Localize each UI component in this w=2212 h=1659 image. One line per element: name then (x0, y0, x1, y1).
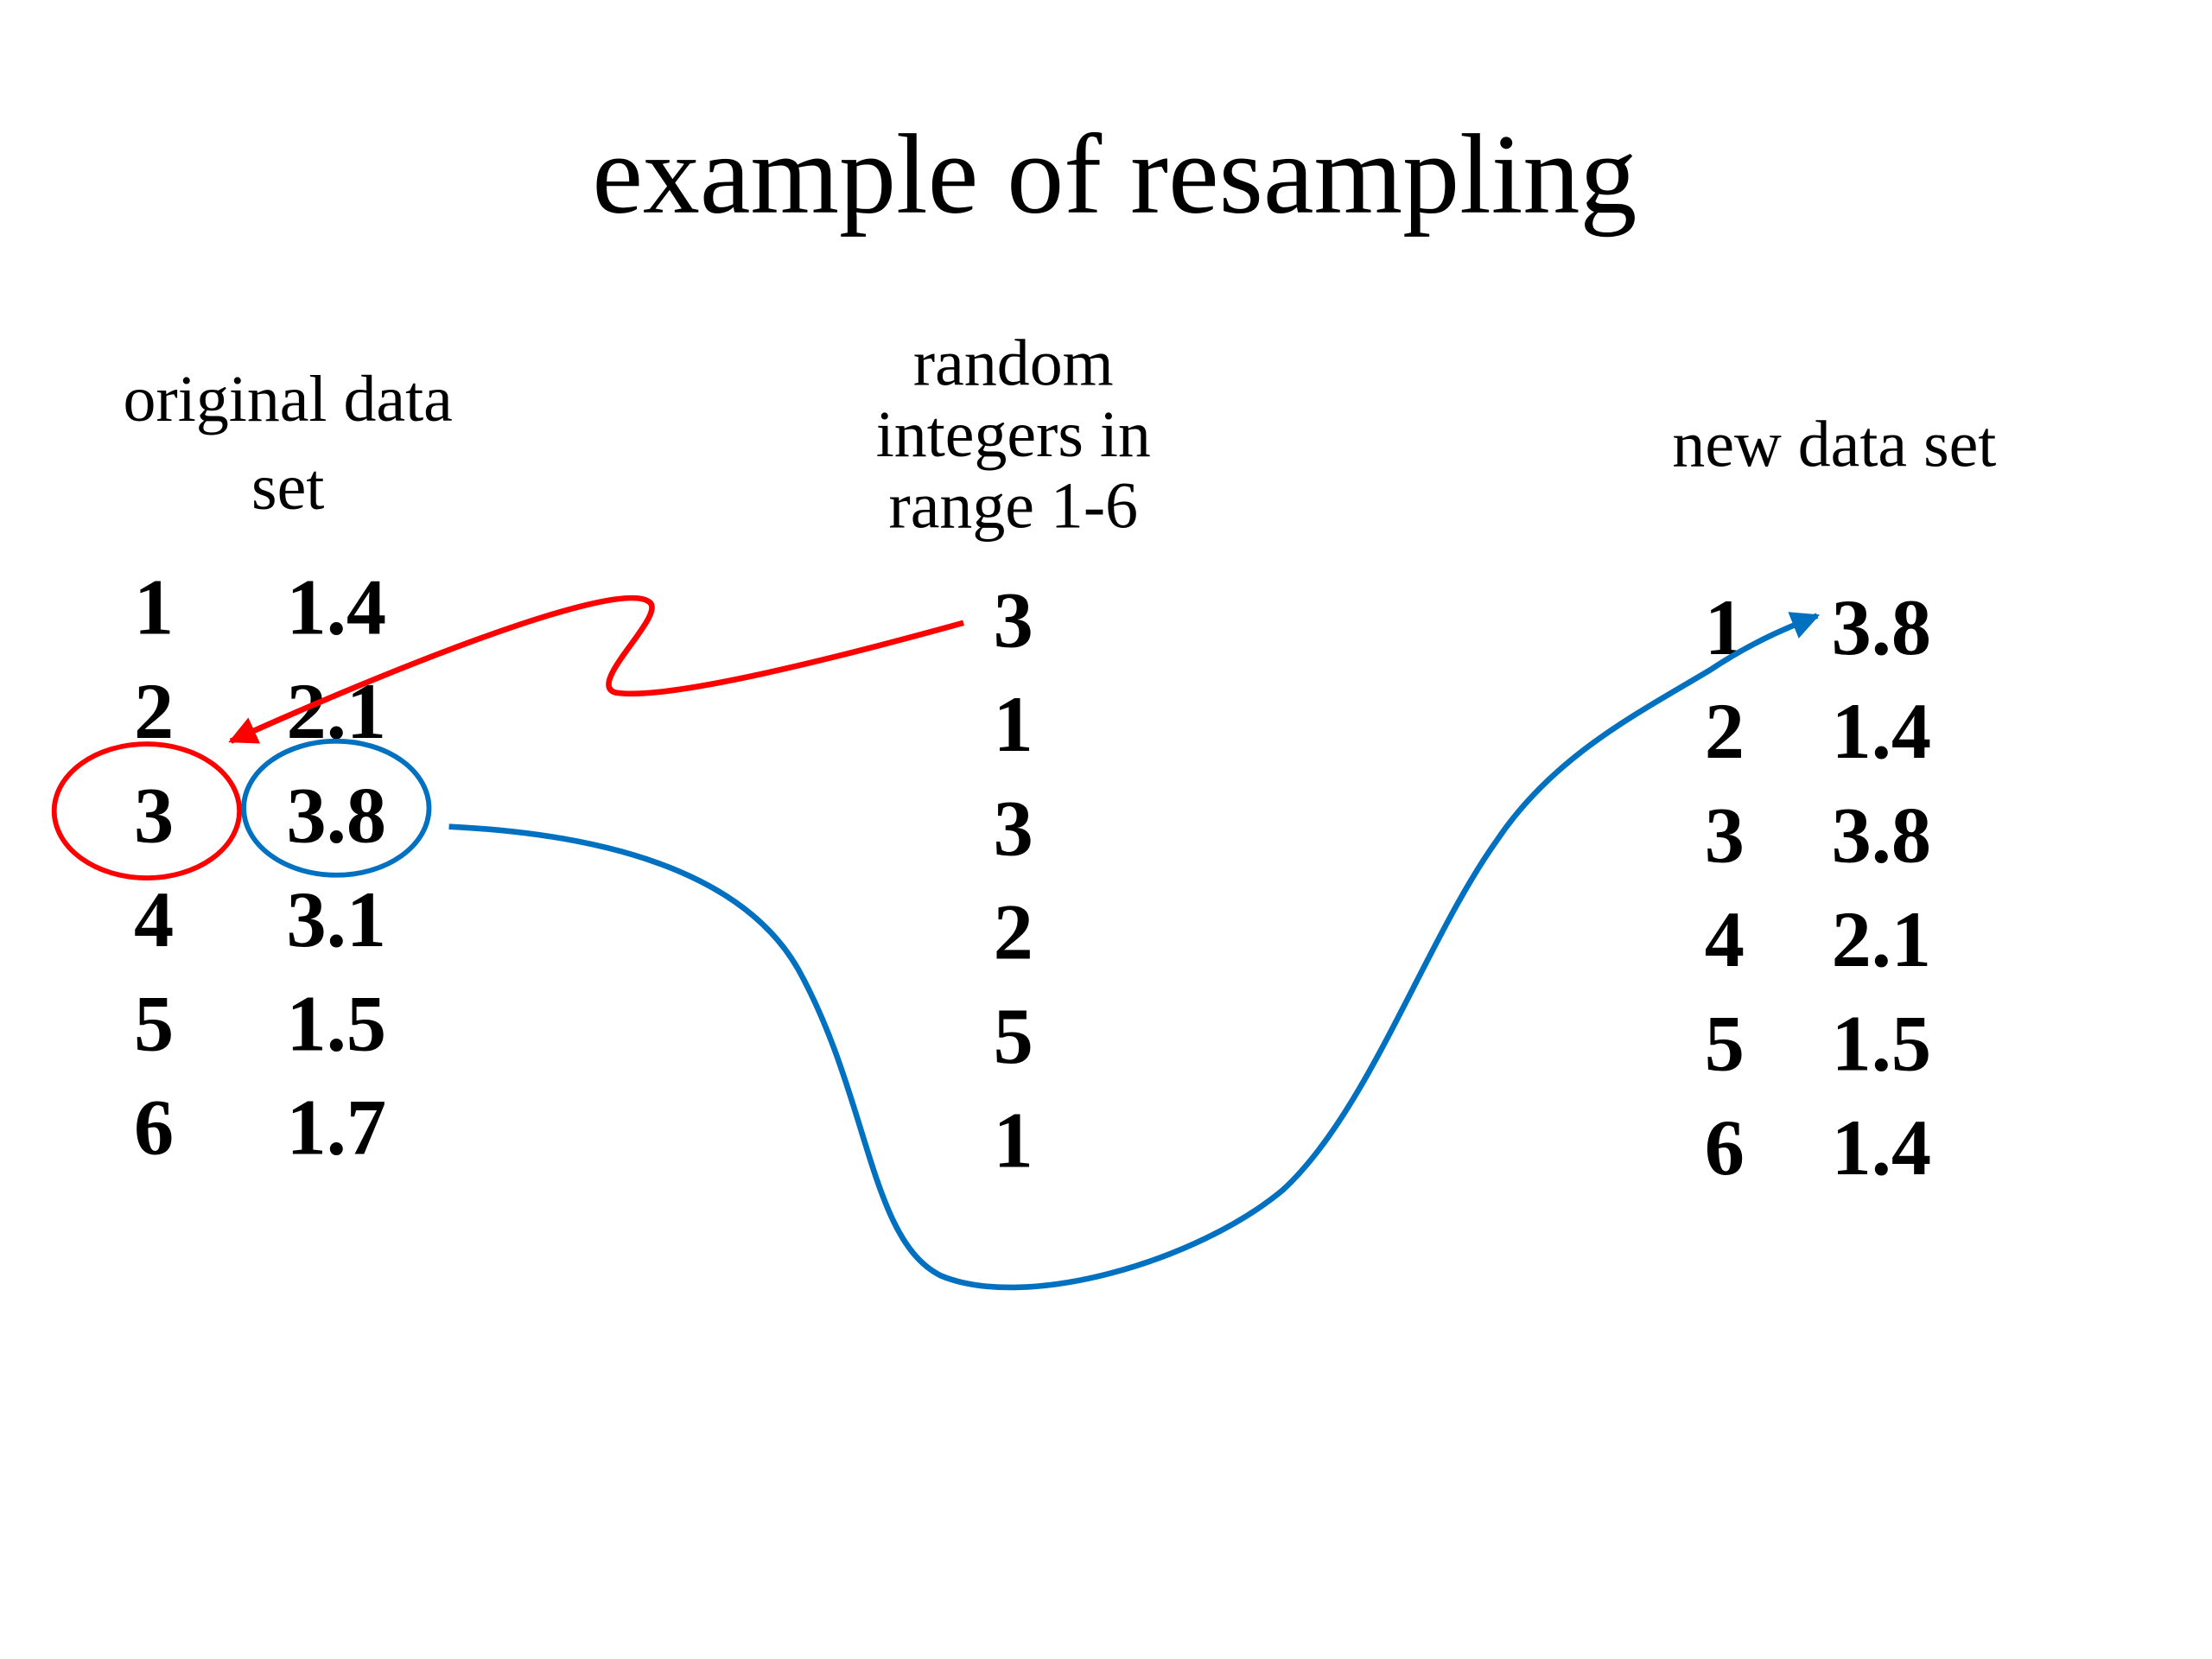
new-index: 2 (1705, 687, 1745, 775)
new-value: 1.4 (1832, 687, 1931, 775)
random-header: range 1-6 (889, 470, 1139, 543)
original-value: 3.1 (287, 875, 386, 963)
original-header: set (251, 451, 324, 524)
random-value: 1 (994, 680, 1033, 768)
new-header: new data set (1672, 409, 1996, 481)
original-index: 4 (134, 875, 174, 963)
original-index: 2 (134, 667, 174, 755)
random-header: integers in (876, 398, 1151, 471)
new-index: 1 (1705, 583, 1745, 671)
new-index: 5 (1705, 999, 1745, 1087)
new-value: 1.4 (1832, 1103, 1931, 1192)
index-arrow (228, 594, 964, 744)
random-value: 1 (994, 1096, 1033, 1185)
new-index: 3 (1705, 791, 1745, 880)
original-index: 1 (134, 563, 174, 652)
original-value: 1.7 (287, 1084, 386, 1172)
new-value: 1.5 (1832, 999, 1931, 1087)
original-value: 1.5 (287, 979, 386, 1067)
original-value: 3.8 (287, 772, 386, 860)
new-value: 3.8 (1832, 791, 1931, 880)
new-value: 3.8 (1832, 583, 1931, 671)
highlight-index (51, 741, 242, 880)
original-index: 3 (134, 772, 174, 860)
new-value: 2.1 (1832, 895, 1931, 983)
title: example of resampling (592, 111, 1637, 238)
original-header: original data (124, 363, 453, 435)
original-value: 1.4 (287, 563, 386, 652)
new-index: 4 (1705, 895, 1745, 983)
random-header: random (913, 327, 1114, 400)
random-value: 2 (994, 888, 1033, 976)
random-value: 3 (994, 784, 1033, 872)
original-index: 6 (134, 1084, 174, 1172)
original-index: 5 (134, 979, 174, 1067)
content: original data set 1 1.4 2 2.1 3 3.8 4 3.1 5 1.5 6 1.7… (124, 327, 1997, 1192)
random-value: 3 (994, 576, 1033, 664)
highlight-value (241, 738, 432, 878)
value-arrow (448, 612, 1821, 1291)
random-value: 5 (994, 992, 1033, 1080)
new-index: 6 (1705, 1103, 1745, 1192)
